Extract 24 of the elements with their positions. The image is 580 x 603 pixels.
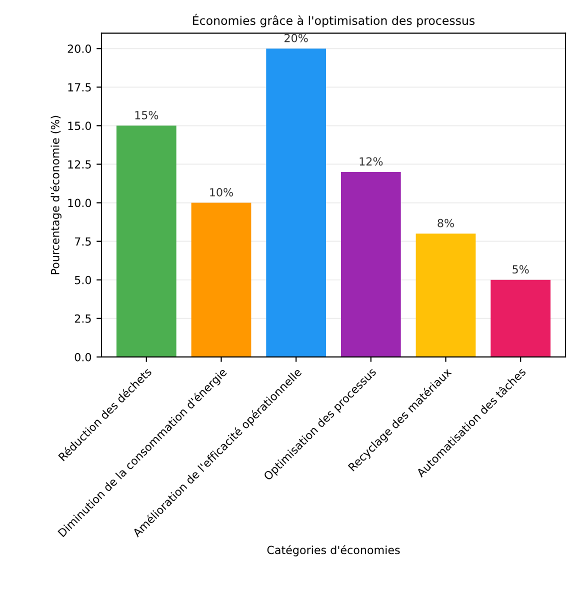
y-axis-title: Pourcentage d'économie (%) [50, 116, 62, 274]
data-label: 15% [135, 110, 158, 120]
y-tick-label: 5.0 [74, 276, 92, 284]
y-tick-label: 10.0 [68, 198, 92, 208]
bar [266, 48, 326, 357]
y-tick-label: 0.0 [74, 352, 92, 362]
x-axis-title: Catégories d'économies [267, 545, 400, 556]
bar [416, 234, 476, 357]
y-tick-label: 7.5 [75, 237, 91, 246]
data-label: 20% [284, 34, 308, 42]
y-tick-label: 17.5 [68, 83, 91, 92]
data-label: 10% [210, 188, 233, 196]
bar [116, 126, 176, 357]
data-label: 5% [512, 265, 529, 274]
y-tick-label: 20.0 [68, 44, 92, 53]
y-tick-label: 15.0 [68, 122, 92, 130]
chart-title: Économies grâce à l'optimisation des processus [193, 14, 475, 28]
y-tick-label: 2.5 [74, 314, 91, 323]
bar [191, 202, 252, 357]
data-label: 12% [360, 157, 383, 166]
bar [490, 280, 551, 357]
bar [340, 172, 401, 357]
data-label: 8% [438, 218, 454, 228]
y-tick-label: 12.5 [68, 160, 91, 169]
